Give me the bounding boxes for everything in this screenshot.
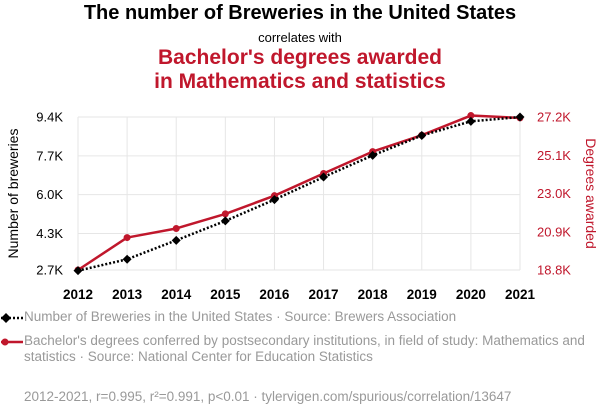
y-right-tick-label: 18.8K	[537, 263, 571, 278]
y-right-tick-label: 27.2K	[537, 110, 571, 125]
y-right-axis-title: Degrees awarded	[583, 138, 599, 249]
y-left-tick-label: 2.7K	[36, 263, 63, 278]
title2-line1: Bachelor's degrees awarded	[158, 46, 442, 69]
legend-marker-degrees	[1, 338, 23, 346]
x-tick-label: 2019	[407, 287, 437, 300]
y-left-axis-title: Number of breweries	[5, 129, 21, 259]
legend-label-breweries: Number of Breweries in the United States…	[24, 309, 457, 324]
point-degrees	[221, 210, 229, 218]
y-right-tick-label: 23.0K	[537, 186, 571, 201]
x-tick-label: 2016	[259, 287, 290, 300]
y-left-tick-label: 7.7K	[36, 148, 63, 163]
point-breweries	[122, 254, 132, 264]
series-line-breweries	[77, 115, 521, 272]
point-breweries	[73, 266, 83, 276]
x-tick-label: 2012	[63, 287, 93, 300]
point-degrees	[123, 234, 131, 242]
chart-connector: correlates with	[258, 30, 342, 45]
x-tick-label: 2015	[210, 287, 241, 300]
series-line-degrees	[77, 114, 521, 272]
y-left-tick-label: 6.0K	[36, 187, 63, 202]
y-left-tick-label: 4.3K	[36, 226, 63, 241]
point-breweries	[368, 150, 378, 160]
point-breweries	[466, 116, 476, 126]
y-right-tick-label: 25.1K	[537, 148, 571, 163]
chart-title-secondary: Bachelor's degrees awarded in Mathematic…	[0, 46, 600, 94]
legend-marker-breweries	[1, 313, 23, 323]
footer-stats: 2012-2021, r=0.995, r²=0.991, p<0.01 · t…	[24, 389, 512, 404]
x-tick-label: 2017	[309, 287, 339, 300]
y-right-tick-label: 20.9K	[537, 224, 571, 239]
point-breweries	[220, 216, 230, 226]
x-tick-label: 2021	[505, 287, 536, 300]
y-left-tick-label: 9.4K	[36, 110, 63, 125]
point-breweries	[417, 130, 427, 140]
x-tick-label: 2013	[112, 287, 143, 300]
point-breweries	[269, 195, 279, 205]
x-tick-label: 2014	[161, 287, 192, 300]
point-breweries	[515, 112, 525, 122]
x-tick-label: 2018	[358, 287, 389, 300]
point-degrees	[172, 224, 180, 232]
point-breweries	[171, 235, 181, 245]
legend-label-degrees: Bachelor's degrees conferred by postseco…	[24, 333, 585, 364]
point-breweries	[319, 172, 329, 182]
line-chart: 9.4K 7.7K 6.0K 4.3K 2.7K 27.2K 25.1K 23.0K 20.9K…	[5, 110, 599, 301]
x-tick-label: 2020	[456, 287, 486, 300]
point-degrees	[467, 112, 475, 120]
title2-line2: in Mathematics and statistics	[154, 70, 446, 93]
chart-title: The number of Breweries in the United St…	[83, 2, 517, 24]
